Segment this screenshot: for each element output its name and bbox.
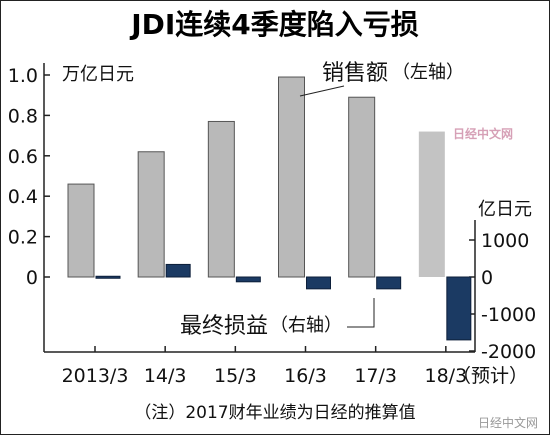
- left-axis-ticks: 1.0 0.8 0.6 0.4 0.2 0: [8, 65, 50, 289]
- forecast-note: （预计）: [452, 365, 528, 387]
- left-tick: 0.6: [8, 146, 50, 168]
- right-tick-label: 1000: [481, 230, 529, 252]
- right-tick-label: -1000: [481, 304, 536, 326]
- profit-bar: [446, 276, 472, 341]
- sales-bar: [348, 96, 376, 278]
- left-tick: 0: [26, 267, 50, 289]
- profit-label-leader: [347, 298, 375, 328]
- left-tick: 0.2: [8, 227, 50, 249]
- category-label: 18/3: [424, 365, 467, 387]
- right-axis-unit: 亿日元: [478, 199, 532, 220]
- right-tick: -2000: [469, 341, 536, 363]
- weibo-watermark: 日经中文网: [478, 415, 538, 430]
- sales-bar: [137, 151, 165, 278]
- sales-bar: [278, 76, 305, 278]
- chart-title: JDI连续4季度陷入亏损: [129, 8, 419, 41]
- profit-series-note: （右轴）: [270, 315, 342, 336]
- left-axis-unit: 万亿日元: [62, 64, 134, 85]
- left-tick-label: 1.0: [8, 65, 38, 87]
- right-tick-label: -2000: [481, 341, 536, 363]
- category-label: 14/3: [144, 365, 187, 387]
- right-tick: -1000: [469, 304, 536, 326]
- profit-series: [95, 263, 472, 341]
- left-tick-label: 0: [26, 267, 38, 289]
- sales-series-label: 销售额: [322, 61, 388, 86]
- left-tick-label: 0.4: [8, 186, 38, 208]
- category-labels: 2013/3 14/3 15/3 16/3 17/3 18/3: [62, 346, 467, 387]
- profit-bar: [306, 276, 331, 290]
- left-tick-label: 0.6: [8, 146, 38, 168]
- right-axis-ticks: 1000 0 -1000 -2000: [469, 230, 536, 363]
- sales-series-note: （左轴）: [392, 62, 464, 83]
- profit-bar: [235, 276, 261, 283]
- left-tick: 1.0: [8, 65, 50, 87]
- right-tick: 0: [469, 267, 493, 289]
- profit-bar: [95, 275, 121, 279]
- sales-bar: [207, 120, 235, 278]
- category-label: 2013/3: [62, 365, 129, 387]
- profit-bar: [165, 263, 191, 278]
- profit-series-label: 最终损益: [180, 314, 268, 339]
- category-label: 17/3: [354, 365, 397, 387]
- sales-bar: [418, 131, 445, 277]
- left-tick: 0.8: [8, 105, 50, 127]
- right-tick: 1000: [469, 230, 529, 252]
- sales-label-leader: [299, 85, 345, 97]
- left-tick: 0.4: [8, 186, 50, 208]
- sales-bar: [67, 183, 95, 278]
- profit-bar: [376, 276, 402, 290]
- left-tick-label: 0.8: [8, 105, 38, 127]
- right-tick-label: 0: [481, 267, 493, 289]
- left-tick-label: 0.2: [8, 227, 38, 249]
- footnote: （注）2017财年业绩为日经的推算值: [134, 403, 415, 423]
- sales-series: [67, 76, 445, 278]
- category-label: 16/3: [284, 365, 327, 387]
- category-label: 15/3: [214, 365, 257, 387]
- watermark-text: 日经中文网: [453, 126, 513, 141]
